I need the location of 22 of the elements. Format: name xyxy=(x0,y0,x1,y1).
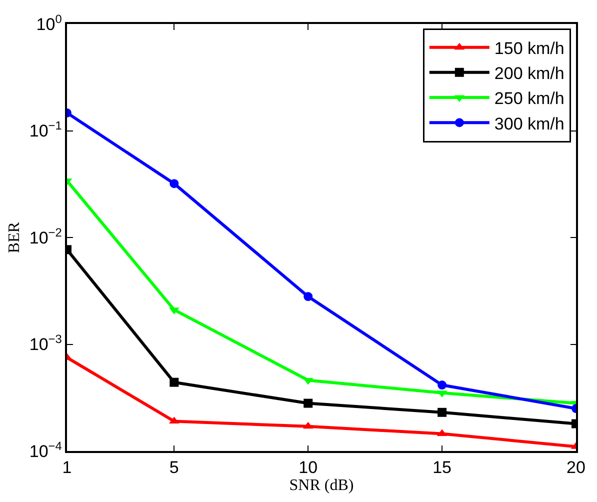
point xyxy=(438,380,447,390)
x-axis-title: SNR (dB) xyxy=(289,477,354,494)
y-tick-label: 10$^{−2}$ xyxy=(29,225,62,248)
legend-label: 300 km/h xyxy=(494,114,564,134)
x-tick-label: 10 xyxy=(298,458,318,478)
point xyxy=(438,408,447,417)
point xyxy=(304,398,313,408)
y-tick-label: 10$^{−3}$ xyxy=(29,332,62,354)
point xyxy=(304,292,313,302)
x-tick-label: 20 xyxy=(566,458,586,478)
y-axis-title: BER xyxy=(6,222,23,254)
x-tick-label: 5 xyxy=(169,458,179,478)
y-tick-label: 10$^{−4}$ xyxy=(29,438,62,461)
x-tick-label: 1 xyxy=(62,458,72,478)
legend-label: 150 km/h xyxy=(494,38,564,58)
legend-label: 200 km/h xyxy=(494,64,564,84)
y-tick-label: 10$^{−1}$ xyxy=(29,118,62,141)
point xyxy=(170,179,179,188)
legend-label: 250 km/h xyxy=(494,89,564,108)
point xyxy=(170,378,179,387)
y-tick-label: 10$^{0}$ xyxy=(36,12,62,34)
x-tick-label: 15 xyxy=(432,458,452,478)
